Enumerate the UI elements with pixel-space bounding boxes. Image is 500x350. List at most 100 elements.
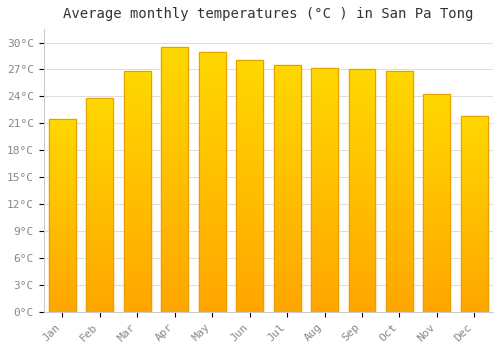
Bar [236, 264, 263, 267]
Bar [162, 261, 188, 264]
Bar [49, 289, 76, 291]
Bar [236, 274, 263, 277]
Bar [86, 231, 114, 233]
Bar [124, 218, 151, 220]
Bar [311, 104, 338, 107]
Bar [311, 212, 338, 214]
Bar [236, 161, 263, 163]
Bar [424, 292, 450, 294]
Bar [348, 220, 376, 222]
Bar [86, 103, 114, 105]
Bar [236, 93, 263, 96]
Bar [348, 111, 376, 113]
Bar [311, 141, 338, 144]
Bar [124, 209, 151, 211]
Bar [162, 180, 188, 182]
Bar [386, 189, 413, 191]
Bar [198, 150, 226, 153]
Bar [461, 292, 488, 294]
Bar [86, 244, 114, 246]
Bar [348, 176, 376, 178]
Bar [274, 77, 300, 80]
Bar [348, 217, 376, 220]
Bar [198, 250, 226, 252]
Bar [348, 309, 376, 312]
Bar [424, 135, 450, 137]
Bar [236, 231, 263, 234]
Bar [311, 99, 338, 102]
Bar [274, 248, 300, 250]
Bar [311, 175, 338, 177]
Bar [311, 82, 338, 85]
Bar [198, 275, 226, 278]
Bar [424, 155, 450, 157]
Bar [274, 107, 300, 110]
Bar [162, 227, 188, 230]
Bar [198, 122, 226, 125]
Bar [236, 239, 263, 241]
Bar [311, 273, 338, 275]
Bar [311, 266, 338, 268]
Bar [461, 236, 488, 238]
Bar [124, 103, 151, 105]
Bar [124, 278, 151, 281]
Bar [198, 176, 226, 179]
Bar [162, 47, 188, 50]
Bar [461, 157, 488, 159]
Bar [348, 285, 376, 288]
Bar [236, 178, 263, 181]
Bar [86, 190, 114, 192]
Bar [124, 271, 151, 273]
Bar [386, 117, 413, 119]
Bar [424, 203, 450, 205]
Bar [386, 76, 413, 78]
Bar [49, 202, 76, 204]
Bar [198, 143, 226, 145]
Bar [424, 229, 450, 231]
Bar [274, 245, 300, 248]
Bar [461, 228, 488, 230]
Bar [162, 240, 188, 243]
Bar [348, 135, 376, 137]
Bar [49, 146, 76, 148]
Bar [348, 178, 376, 181]
Bar [461, 298, 488, 300]
Bar [198, 145, 226, 148]
Bar [274, 156, 300, 159]
Bar [461, 152, 488, 153]
Bar [198, 135, 226, 138]
Bar [162, 97, 188, 100]
Bar [348, 198, 376, 201]
Bar [274, 166, 300, 169]
Bar [424, 231, 450, 233]
Bar [386, 278, 413, 281]
Bar [86, 199, 114, 201]
Bar [274, 134, 300, 136]
Bar [236, 279, 263, 282]
Bar [424, 211, 450, 214]
Bar [386, 172, 413, 175]
Bar [124, 235, 151, 237]
Bar [348, 280, 376, 283]
Bar [162, 299, 188, 301]
Bar [386, 223, 413, 225]
Bar [274, 183, 300, 186]
Bar [274, 159, 300, 161]
Bar [348, 171, 376, 174]
Bar [424, 294, 450, 297]
Bar [461, 304, 488, 306]
Bar [124, 119, 151, 122]
Bar [124, 110, 151, 112]
Bar [461, 253, 488, 255]
Bar [236, 111, 263, 113]
Bar [49, 119, 76, 312]
Bar [124, 298, 151, 300]
Bar [274, 129, 300, 132]
Bar [124, 290, 151, 293]
Bar [49, 306, 76, 308]
Bar [49, 169, 76, 171]
Bar [198, 75, 226, 78]
Bar [311, 292, 338, 295]
Bar [124, 88, 151, 91]
Bar [86, 128, 114, 130]
